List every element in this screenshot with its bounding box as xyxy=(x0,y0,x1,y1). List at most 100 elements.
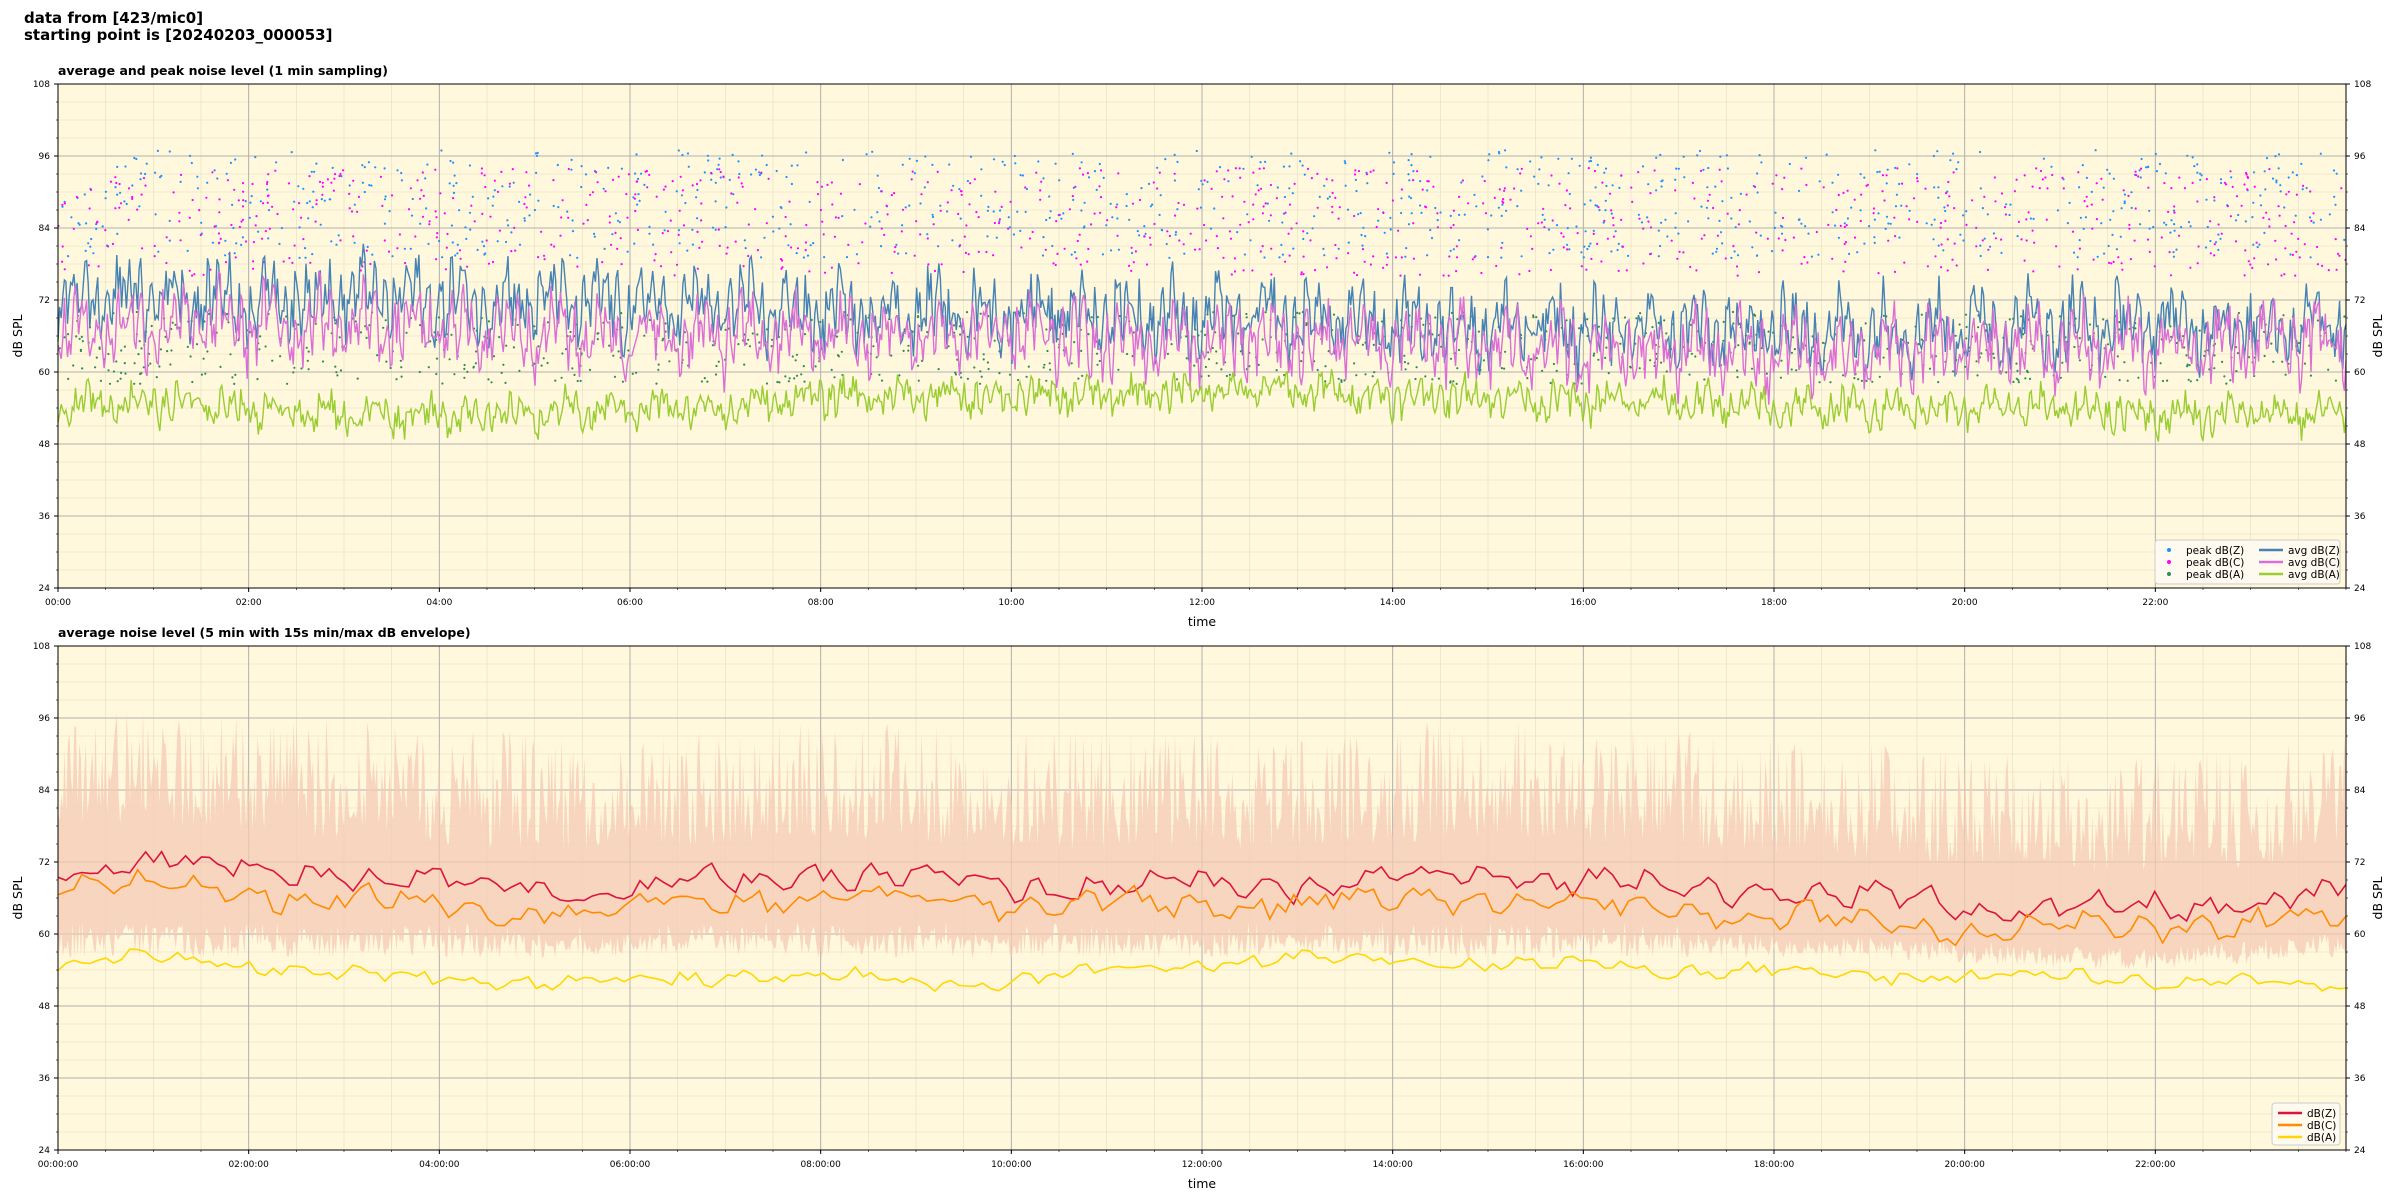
scatter-point xyxy=(819,320,822,323)
scatter-point xyxy=(2086,205,2089,208)
scatter-point xyxy=(2147,165,2150,168)
scatter-point xyxy=(483,174,486,177)
scatter-point xyxy=(1125,193,1128,196)
scatter-point xyxy=(646,186,649,189)
scatter-point xyxy=(1569,207,1572,210)
scatter-point xyxy=(1426,254,1429,257)
scatter-point xyxy=(637,177,640,180)
scatter-point xyxy=(576,379,579,383)
scatter-point xyxy=(2122,189,2125,192)
scatter-point xyxy=(101,225,104,228)
scatter-point xyxy=(63,202,66,205)
x-axis: 00:00:00 02:00:00 04:00:00 06:00:00 08:00:00… xyxy=(38,1150,2347,1170)
scatter-point xyxy=(2145,166,2148,169)
scatter-point xyxy=(2234,219,2238,222)
scatter-point xyxy=(576,256,579,259)
scatter-point xyxy=(1993,356,1996,359)
scatter-point xyxy=(1721,200,1724,203)
scatter-point xyxy=(738,172,741,176)
scatter-point xyxy=(2334,203,2337,206)
scatter-point xyxy=(1193,364,1196,367)
scatter-point xyxy=(1979,244,1982,247)
scatter-point xyxy=(1605,346,1608,349)
scatter-point xyxy=(2095,218,2098,221)
scatter-point xyxy=(1111,216,1114,219)
scatter-point xyxy=(293,200,296,203)
x-tick-label: 16:00 xyxy=(1570,598,1596,608)
scatter-point xyxy=(790,164,793,167)
scatter-point xyxy=(1405,247,1408,250)
scatter-point xyxy=(1218,166,1222,169)
scatter-point xyxy=(1073,251,1077,254)
scatter-point xyxy=(2246,176,2250,179)
scatter-point xyxy=(931,163,934,166)
scatter-point xyxy=(2252,171,2256,174)
scatter-point xyxy=(1750,367,1754,370)
scatter-point xyxy=(127,187,131,190)
scatter-point xyxy=(191,198,194,202)
scatter-point xyxy=(1502,201,1505,204)
scatter-point xyxy=(677,229,681,232)
scatter-point xyxy=(1653,169,1656,172)
scatter-point xyxy=(482,245,486,248)
scatter-point xyxy=(1185,357,1188,360)
scatter-point xyxy=(1520,189,1523,192)
scatter-point xyxy=(756,249,760,252)
scatter-point xyxy=(1850,206,1853,209)
scatter-point xyxy=(2033,241,2036,244)
scatter-point xyxy=(2263,330,2266,334)
scatter-point xyxy=(1860,379,1863,382)
scatter-point xyxy=(980,375,983,378)
scatter-point xyxy=(2178,176,2181,179)
scatter-point xyxy=(800,373,803,376)
scatter-point xyxy=(2268,168,2271,171)
scatter-point xyxy=(1447,274,1450,277)
x-tick-label: 02:00 xyxy=(236,598,262,608)
scatter-point xyxy=(80,335,83,338)
scatter-point xyxy=(2298,341,2301,345)
scatter-point xyxy=(421,215,425,218)
scatter-point xyxy=(835,335,839,338)
scatter-point xyxy=(966,377,970,380)
scatter-point xyxy=(2180,226,2183,229)
y-tick-label: 48 xyxy=(39,1002,51,1012)
scatter-point xyxy=(1410,212,1413,215)
scatter-point xyxy=(1578,164,1581,167)
scatter-point xyxy=(633,242,636,245)
scatter-point xyxy=(1587,167,1590,170)
scatter-point xyxy=(2268,225,2271,228)
scatter-point xyxy=(383,167,386,170)
scatter-point xyxy=(1834,224,1837,227)
scatter-point xyxy=(1962,214,1965,217)
scatter-point xyxy=(1562,246,1565,249)
scatter-point xyxy=(1099,196,1103,199)
scatter-point xyxy=(480,172,483,175)
scatter-point xyxy=(61,205,64,208)
scatter-point xyxy=(662,337,665,340)
scatter-point xyxy=(242,199,245,202)
scatter-point xyxy=(116,232,119,235)
scatter-point xyxy=(1455,382,1458,385)
scatter-point xyxy=(2164,172,2167,175)
scatter-point xyxy=(1206,313,1209,316)
scatter-point xyxy=(1182,243,1185,246)
scatter-point xyxy=(2327,368,2330,371)
scatter-point xyxy=(1504,149,1507,152)
scatter-point xyxy=(61,203,64,206)
scatter-point xyxy=(1589,199,1592,202)
scatter-point xyxy=(2025,218,2028,221)
scatter-point xyxy=(804,241,808,244)
scatter-point xyxy=(1735,265,1739,268)
scatter-point xyxy=(1844,260,1847,263)
scatter-point xyxy=(2223,375,2226,378)
scatter-point xyxy=(168,150,171,153)
y-axis-label: dB SPL xyxy=(10,877,25,920)
scatter-point xyxy=(426,163,429,166)
scatter-point xyxy=(1197,188,1200,191)
legend-label: peak dB(Z) xyxy=(2186,545,2244,557)
scatter-point xyxy=(890,271,893,274)
scatter-point xyxy=(1344,162,1347,165)
scatter-point xyxy=(1878,375,1881,378)
y-tick-label-right: 84 xyxy=(2354,786,2366,796)
scatter-point xyxy=(659,265,663,268)
